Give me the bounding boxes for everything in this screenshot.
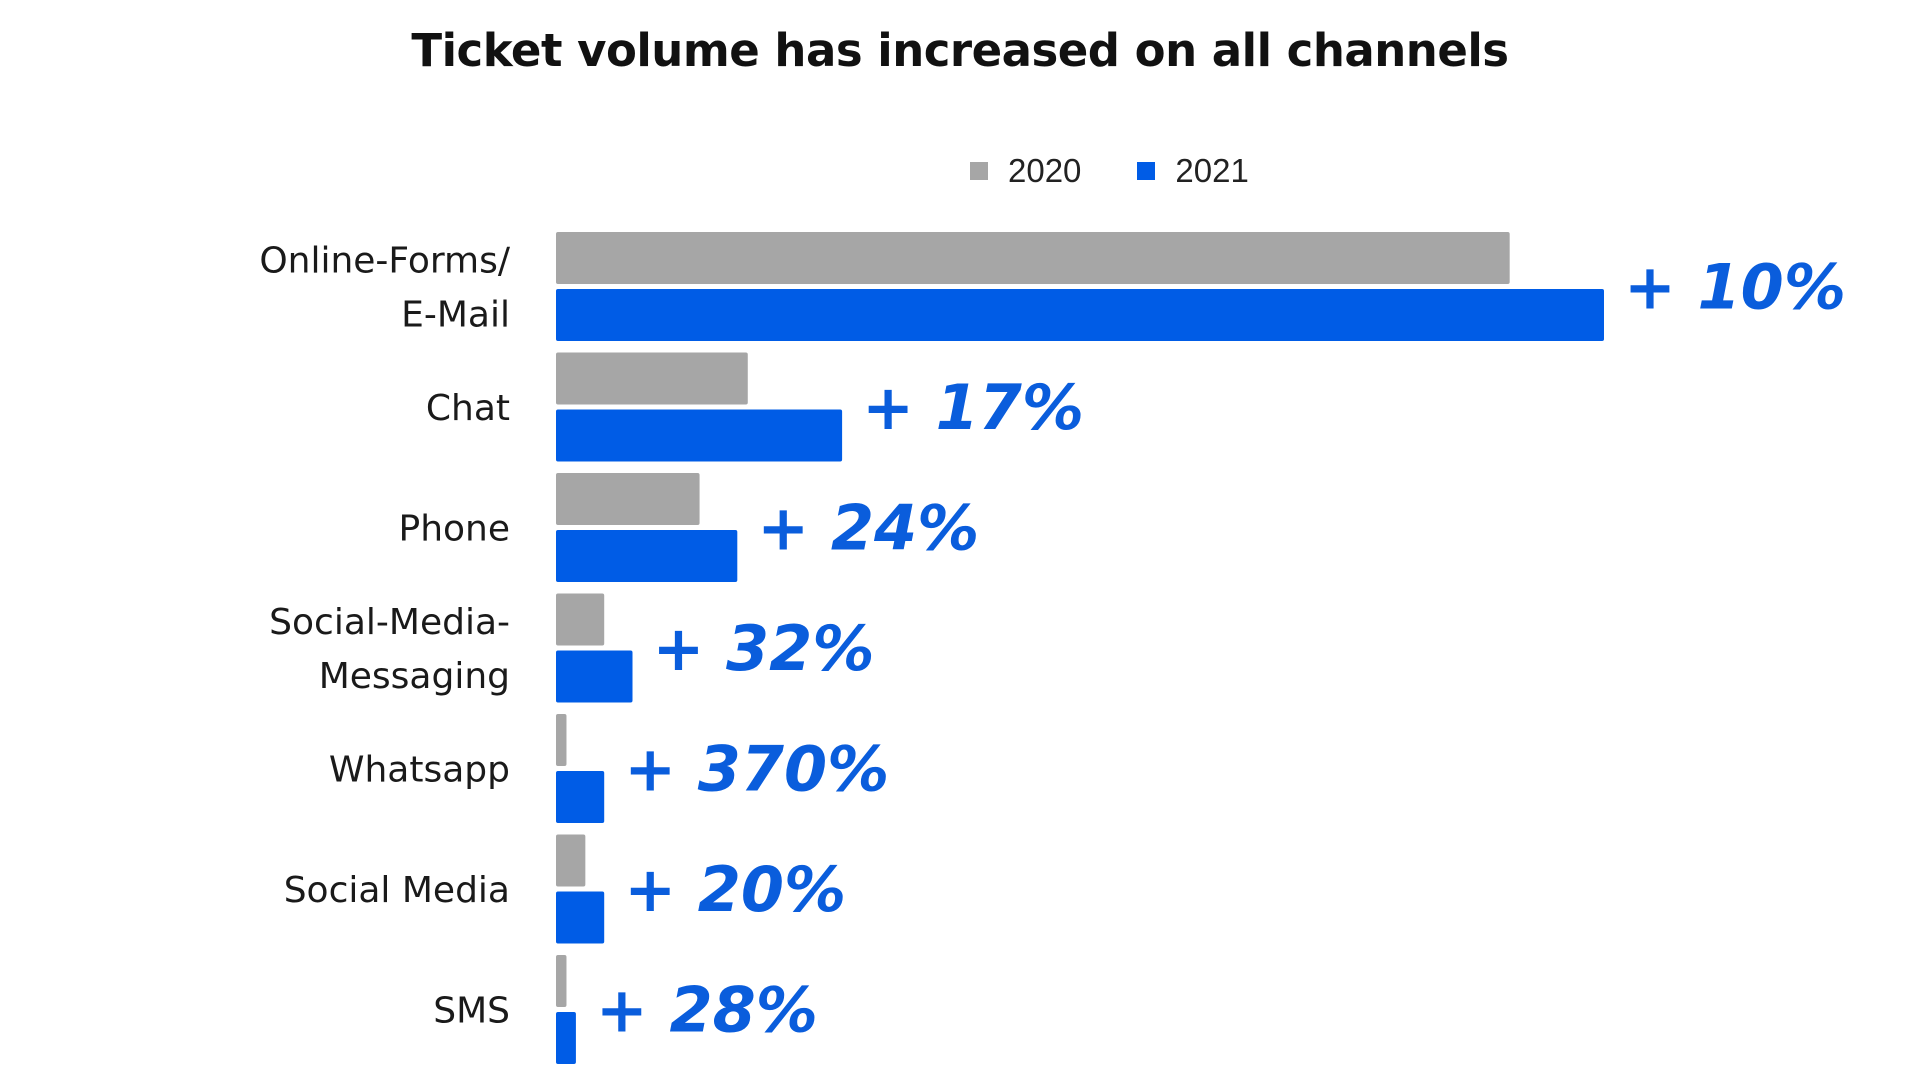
legend-item-2021: 2021 — [1137, 152, 1249, 190]
category-label-line: Phone — [398, 509, 510, 550]
bar-2021-6 — [556, 1012, 576, 1064]
category-label-1: Chat — [426, 388, 510, 429]
legend-swatch-2021 — [1137, 162, 1156, 180]
change-label-3: + 32% — [653, 612, 875, 685]
category-label-line: SMS — [433, 991, 510, 1032]
bar-2020-5 — [556, 834, 586, 887]
change-label-0: + 10% — [1624, 251, 1846, 324]
bar-2020-3 — [556, 593, 605, 646]
bar-2021-5 — [556, 891, 605, 944]
bar-2020-0 — [556, 232, 1510, 284]
legend-item-2020: 2020 — [970, 152, 1081, 190]
change-label-4: + 370% — [624, 733, 889, 806]
legend-label-2021: 2021 — [1175, 152, 1249, 189]
chart-title: Ticket volume has increased on all chann… — [411, 24, 1509, 77]
bar-2021-2 — [556, 530, 738, 582]
bar-2021-0 — [556, 289, 1604, 341]
category-label-line: Whatsapp — [329, 750, 510, 791]
category-label-line: Chat — [426, 388, 510, 429]
category-label-line: Social Media — [284, 870, 510, 911]
bar-2020-2 — [556, 473, 700, 525]
bar-2020-6 — [556, 955, 567, 1007]
category-label-0: Online-Forms/E-Mail — [259, 241, 511, 336]
category-label-5: Social Media — [284, 870, 510, 911]
category-label-3: Social-Media- Messaging — [269, 602, 510, 697]
legend-label-2020: 2020 — [1008, 152, 1082, 189]
category-label-6: SMS — [433, 991, 510, 1032]
category-label-line: Messaging — [319, 656, 510, 697]
change-label-2: + 24% — [757, 492, 979, 565]
change-label-5: + 20% — [624, 853, 846, 926]
category-label-line: E-Mail — [401, 295, 510, 336]
bar-2021-4 — [556, 771, 605, 823]
change-label-6: + 28% — [596, 974, 818, 1047]
category-label-line: Online-Forms/ — [259, 241, 511, 282]
bar-2021-3 — [556, 650, 633, 703]
legend-swatch-2020 — [970, 162, 988, 180]
bar-2020-4 — [556, 714, 567, 766]
bar-2020-1 — [556, 352, 748, 405]
category-label-line: Social-Media- — [269, 602, 510, 643]
category-label-4: Whatsapp — [329, 750, 510, 791]
bar-2021-1 — [556, 409, 843, 462]
chart-legend: 2020 2021 — [970, 152, 1305, 190]
category-label-2: Phone — [398, 509, 510, 550]
change-label-1: + 17% — [862, 371, 1084, 444]
